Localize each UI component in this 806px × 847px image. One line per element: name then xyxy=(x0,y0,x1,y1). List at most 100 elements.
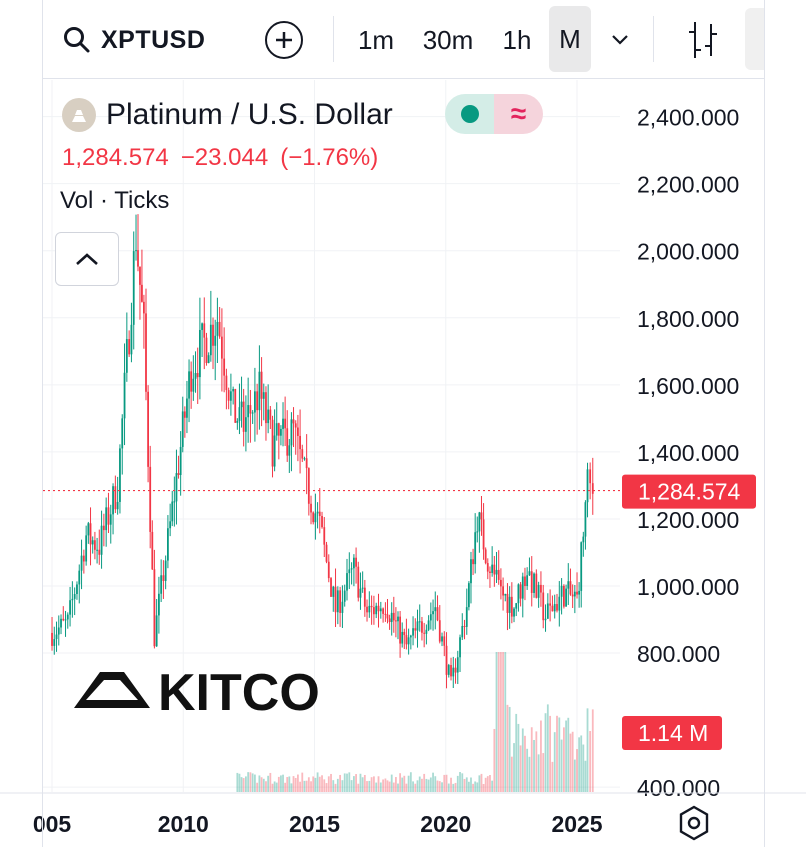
candle-body xyxy=(236,420,239,423)
candle-body xyxy=(355,557,357,567)
volume-bar xyxy=(591,709,594,792)
volume-bar xyxy=(386,780,389,792)
candle-body xyxy=(454,667,457,673)
search-icon xyxy=(64,27,90,53)
y-tick-label: 800.000 xyxy=(637,641,720,667)
chart-settings-button[interactable] xyxy=(677,805,711,841)
volume-bar xyxy=(540,720,542,792)
volume-bar xyxy=(441,782,443,792)
volume-bar xyxy=(558,717,561,792)
candle-body xyxy=(245,417,247,432)
market-status-pill[interactable]: ≈ xyxy=(445,94,543,134)
kitco-watermark-text: KITCO xyxy=(158,664,320,722)
volume-bar xyxy=(493,728,496,792)
candle-body xyxy=(489,571,491,573)
candle-body xyxy=(316,511,319,514)
volume-bar xyxy=(240,777,243,792)
candle-body xyxy=(427,620,430,630)
volume-bar xyxy=(530,727,533,792)
candle-body xyxy=(563,585,565,607)
more-tools-button[interactable] xyxy=(745,8,764,70)
candle-body xyxy=(100,525,103,555)
candle-body xyxy=(221,336,223,359)
volume-bar xyxy=(409,772,412,792)
last-price-tag xyxy=(622,474,756,509)
candle-body xyxy=(506,593,509,613)
volume-bar xyxy=(482,783,485,792)
volume-bar xyxy=(551,761,554,792)
volume-bar xyxy=(299,781,301,792)
volume-bar xyxy=(401,777,404,792)
candle-body xyxy=(339,590,342,613)
candle-body xyxy=(350,568,353,570)
chart-type-button[interactable] xyxy=(683,18,723,62)
interval-monthly[interactable]: M xyxy=(549,6,591,72)
volume-bar xyxy=(461,773,464,792)
volume-bar xyxy=(316,772,319,792)
candle-body xyxy=(388,618,391,623)
collapse-legend-button[interactable] xyxy=(55,232,119,286)
candle-body xyxy=(199,329,201,378)
volume-bar xyxy=(524,735,526,792)
volume-tag xyxy=(622,716,722,750)
volume-bar xyxy=(456,775,459,792)
candle-body xyxy=(109,514,112,525)
candle-body xyxy=(130,324,133,355)
volume-bar xyxy=(463,778,466,792)
candle-body xyxy=(71,598,74,601)
candle-body xyxy=(540,584,542,593)
candle-body xyxy=(397,616,399,622)
interval-1h[interactable]: 1h xyxy=(495,20,539,60)
volume-bar xyxy=(450,777,452,792)
candle-body xyxy=(348,569,351,574)
volume-bar xyxy=(249,772,252,792)
candle-body xyxy=(232,388,235,392)
candle-body xyxy=(125,339,128,373)
candle-body xyxy=(332,586,335,597)
volume-bar xyxy=(480,773,483,792)
volume-indicator-label[interactable]: Vol · Ticks xyxy=(60,187,170,214)
y-tick-label: 400.000 xyxy=(637,775,720,801)
candle-body xyxy=(429,614,432,621)
candle-body xyxy=(207,355,210,363)
candle-body xyxy=(327,561,330,579)
candle-body xyxy=(524,576,526,587)
candle-body xyxy=(443,636,446,646)
interval-dropdown[interactable] xyxy=(605,24,635,56)
candle-body xyxy=(366,606,368,613)
candle-body xyxy=(258,371,261,411)
candle-body xyxy=(73,593,76,599)
compare-symbol-button[interactable] xyxy=(265,21,303,59)
x-tick-label: 005 xyxy=(33,811,72,837)
toolbar-divider xyxy=(653,16,654,62)
last-price-value: 1,284.574 xyxy=(62,144,169,171)
volume-bar xyxy=(500,652,502,792)
chart-frame-right xyxy=(764,0,765,847)
candle-body xyxy=(519,584,522,599)
symbol-search[interactable]: XPTUSD xyxy=(63,20,205,60)
volume-bar xyxy=(535,731,538,792)
volume-bar xyxy=(323,779,326,792)
interval-1m[interactable]: 1m xyxy=(349,20,403,60)
volume-bar xyxy=(325,783,328,792)
volume-bar xyxy=(294,777,297,792)
volume-bar xyxy=(303,780,306,792)
volume-bar xyxy=(537,754,540,792)
candle-body xyxy=(582,536,585,543)
candle-body xyxy=(76,584,78,594)
volume-bar xyxy=(343,773,346,792)
interval-30m[interactable]: 30m xyxy=(415,20,481,60)
volume-bar xyxy=(569,733,572,792)
volume-bar xyxy=(497,652,500,792)
candle-body xyxy=(225,375,228,391)
volume-bar xyxy=(282,774,284,792)
candle-body xyxy=(414,628,417,631)
candle-body xyxy=(359,588,362,598)
volume-bar xyxy=(521,728,524,792)
candle-body xyxy=(196,373,199,378)
candle-body xyxy=(589,469,592,484)
candle-body xyxy=(175,473,178,502)
candle-body xyxy=(171,501,174,522)
candle-body xyxy=(214,335,217,346)
